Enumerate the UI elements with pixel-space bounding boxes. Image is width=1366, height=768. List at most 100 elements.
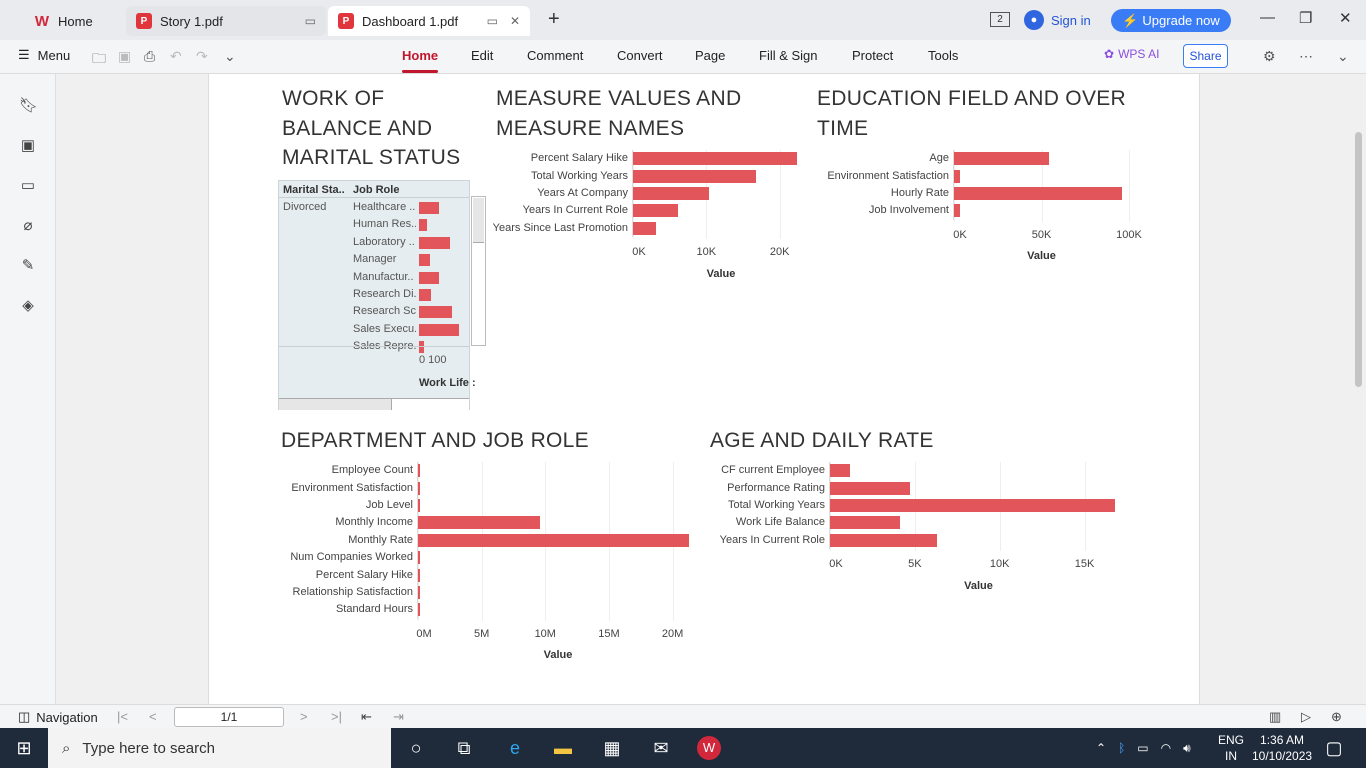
work-life-bar[interactable] xyxy=(419,254,430,267)
wps-ai-button[interactable]: ✿ WPS AI xyxy=(1104,47,1159,61)
page-number-input[interactable]: 1/1 xyxy=(174,707,284,727)
bar[interactable] xyxy=(633,169,757,183)
bar[interactable] xyxy=(633,204,679,218)
window-preview-icon[interactable]: ▭ xyxy=(486,14,498,28)
ribbon-tab-page[interactable]: Page xyxy=(695,48,726,63)
attachment-icon[interactable]: ⌀ xyxy=(23,217,33,234)
settings-gear-icon[interactable]: ⚙ xyxy=(1263,48,1276,64)
notification-icon[interactable]: ▢ xyxy=(1325,738,1343,758)
bar[interactable] xyxy=(418,533,690,547)
window-preview-icon[interactable]: ▭ xyxy=(304,14,316,28)
volume-icon[interactable]: 🔊︎ xyxy=(1183,740,1191,755)
chevron-up-icon[interactable]: ⌃ xyxy=(1096,741,1107,755)
work-life-bar[interactable] xyxy=(419,202,439,214)
task-view-icon[interactable]: ⧉ xyxy=(457,738,471,758)
bar[interactable] xyxy=(418,568,420,582)
tab-dashboard-pdf[interactable]: P Dashboard 1.pdf ▭ ✕ xyxy=(328,6,530,36)
bar[interactable] xyxy=(954,152,1049,166)
tab-home[interactable]: W Home xyxy=(24,6,124,36)
save-icon[interactable]: ▣ xyxy=(118,48,132,64)
work-life-bar[interactable] xyxy=(419,219,427,232)
scrollbar-thumb[interactable] xyxy=(1355,132,1362,387)
more-options-icon[interactable]: ⋯ xyxy=(1299,48,1313,64)
bluetooth-icon[interactable]: ᛒ xyxy=(1118,741,1126,755)
work-life-bar[interactable] xyxy=(419,306,452,319)
ribbon-tab-comment[interactable]: Comment xyxy=(527,48,584,63)
bar[interactable] xyxy=(830,499,1116,512)
zoom-icon[interactable]: ⊕ xyxy=(1331,709,1342,724)
previous-page-icon[interactable]: < xyxy=(149,709,157,724)
windows-start-icon[interactable]: ⊞ xyxy=(16,738,32,758)
bar[interactable] xyxy=(830,464,851,478)
bar[interactable] xyxy=(954,169,961,183)
maximize-icon[interactable]: ❐ xyxy=(1299,10,1313,27)
first-page-icon[interactable]: |< xyxy=(117,709,128,724)
print-icon[interactable]: ⎙ xyxy=(144,48,156,64)
language-indicator[interactable]: ENG IN xyxy=(1218,732,1244,764)
bar[interactable] xyxy=(418,516,541,530)
open-folder-icon[interactable]: 🗀 xyxy=(92,50,106,66)
ribbon-tab-tools[interactable]: Tools xyxy=(928,48,959,63)
ribbon-tab-protect[interactable]: Protect xyxy=(852,48,894,63)
work-life-bar[interactable] xyxy=(419,341,425,354)
undo-icon[interactable]: ↶ xyxy=(170,48,182,64)
mail-icon[interactable]: ✉ xyxy=(653,738,669,758)
ribbon-tab-fill-sign[interactable]: Fill & Sign xyxy=(759,48,818,63)
wifi-icon[interactable]: ◠ xyxy=(1160,741,1172,755)
back-view-icon[interactable]: ⇤ xyxy=(361,709,372,724)
bar[interactable] xyxy=(954,187,1122,200)
bar[interactable] xyxy=(418,464,420,478)
new-tab-icon[interactable]: + xyxy=(548,8,560,30)
minimize-icon[interactable]: — xyxy=(1260,9,1275,26)
tab-story-pdf[interactable]: P Story 1.pdf ▭ xyxy=(126,6,326,36)
chevron-down-icon[interactable]: ⌄ xyxy=(224,48,236,64)
window-count-badge[interactable]: 2 xyxy=(990,12,1010,27)
horizontal-scroll-thumb[interactable] xyxy=(279,399,392,410)
comment-icon[interactable]: ▭ xyxy=(20,177,36,194)
ribbon-tab-edit[interactable]: Edit xyxy=(471,48,494,63)
bar[interactable] xyxy=(633,187,709,200)
cortana-icon[interactable]: ○ xyxy=(410,738,422,758)
close-window-icon[interactable]: ✕ xyxy=(1339,10,1352,27)
work-life-bar[interactable] xyxy=(419,236,450,249)
thumbnail-icon[interactable]: ▣ xyxy=(20,137,36,154)
bar[interactable] xyxy=(830,481,910,495)
bar[interactable] xyxy=(954,204,961,218)
work-life-bar[interactable] xyxy=(419,289,432,301)
work-life-bar[interactable] xyxy=(419,271,439,284)
wps-office-icon[interactable]: W xyxy=(697,736,721,760)
bar[interactable] xyxy=(830,533,937,547)
bar[interactable] xyxy=(418,481,420,495)
layers-icon[interactable]: ◈ xyxy=(22,297,34,314)
upgrade-button[interactable]: ⚡ Upgrade now xyxy=(1111,9,1231,32)
edge-icon[interactable]: e xyxy=(509,738,520,758)
battery-icon[interactable]: ▭ xyxy=(1137,741,1149,755)
bar[interactable] xyxy=(633,152,798,166)
close-tab-icon[interactable]: ✕ xyxy=(509,14,520,28)
clock[interactable]: 1:36 AM 10/10/2023 xyxy=(1252,732,1312,764)
bar[interactable] xyxy=(418,551,420,565)
bar[interactable] xyxy=(418,603,420,617)
read-mode-icon[interactable]: ▥ xyxy=(1269,709,1282,724)
store-icon[interactable]: ▦ xyxy=(603,738,621,758)
bar[interactable] xyxy=(633,221,657,235)
horizontal-scrollbar[interactable] xyxy=(279,398,469,410)
sign-in-button[interactable]: ● Sign in xyxy=(1024,10,1091,30)
share-button[interactable]: Share xyxy=(1183,44,1228,68)
taskbar-search[interactable]: ⌕ Type here to search xyxy=(48,728,391,768)
redo-icon[interactable]: ↷ xyxy=(196,48,208,64)
bookmark-icon[interactable]: 🔖︎ xyxy=(19,97,39,114)
signature-icon[interactable]: ✎ xyxy=(21,257,35,274)
file-explorer-icon[interactable]: ▬ xyxy=(554,738,572,758)
next-page-icon[interactable]: > xyxy=(300,709,308,724)
bar[interactable] xyxy=(830,516,900,530)
play-icon[interactable]: ▷ xyxy=(1301,709,1311,724)
menu-button[interactable]: ☰ Menu xyxy=(18,47,70,63)
ribbon-tab-home[interactable]: Home xyxy=(402,48,439,63)
bar[interactable] xyxy=(418,586,420,599)
navigation-button[interactable]: ◫ Navigation xyxy=(18,709,98,725)
ribbon-tab-convert[interactable]: Convert xyxy=(617,48,663,63)
collapse-ribbon-icon[interactable]: ⌄ xyxy=(1337,48,1349,64)
last-page-icon[interactable]: >| xyxy=(331,709,342,724)
forward-view-icon[interactable]: ⇥ xyxy=(393,709,404,724)
